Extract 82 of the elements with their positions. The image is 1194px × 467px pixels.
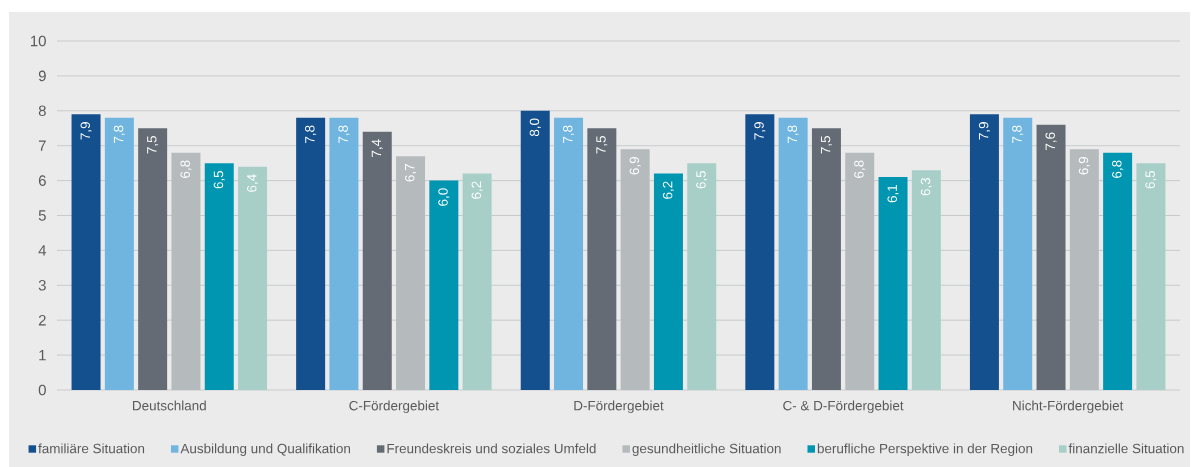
bar: [745, 114, 775, 390]
data-label: 7,8: [113, 125, 125, 143]
bar: [811, 128, 841, 390]
bar: [138, 128, 168, 390]
bar: [171, 152, 201, 390]
y-tick-label: 1: [39, 349, 46, 361]
bar: [911, 170, 941, 390]
bar: [687, 163, 717, 390]
x-tick-label: Nicht-Fördergebiet: [1013, 400, 1124, 414]
data-label: 7,9: [978, 122, 990, 140]
bar: [104, 117, 134, 390]
data-label: 7,8: [787, 125, 799, 143]
data-label: 7,6: [1045, 132, 1057, 150]
bar: [362, 131, 392, 390]
data-label: 6,8: [1112, 160, 1124, 178]
bar: [204, 163, 234, 390]
data-label: 6,8: [180, 160, 192, 178]
data-label: 7,9: [754, 122, 766, 140]
data-label: 6,5: [1145, 170, 1157, 189]
y-tick-label: 0: [38, 384, 46, 396]
bar: [587, 128, 617, 390]
bar: [969, 114, 999, 390]
bar: [429, 180, 459, 390]
y-tick-label: 10: [31, 35, 46, 47]
data-label: 6,9: [1078, 157, 1090, 175]
bar: [238, 166, 268, 390]
data-label: 6,2: [471, 181, 483, 199]
data-label: 6,0: [438, 188, 450, 206]
y-tick-label: 3: [38, 280, 46, 291]
legend-label: finanzielle Situation: [1068, 443, 1184, 454]
x-tick-label: C- & D-Fördergebiet: [783, 400, 904, 414]
data-label: 7,8: [1012, 125, 1024, 143]
data-label: 6,9: [629, 157, 641, 175]
data-label: 6,4: [246, 174, 259, 192]
bar: [845, 152, 875, 390]
bar: [1036, 124, 1066, 390]
data-label: 6,8: [854, 160, 866, 178]
y-tick-label: 8: [38, 105, 46, 117]
bar: [1003, 117, 1033, 390]
legend-label: familiäre Situation: [38, 443, 145, 454]
bar: [778, 117, 808, 390]
bar: [878, 177, 908, 390]
legend-label: Ausbildung und Qualifikation: [180, 443, 350, 456]
x-tick-label: D-Fördergebiet: [574, 400, 664, 414]
bar: [71, 114, 101, 390]
x-tick-label: Deutschland: [133, 400, 206, 411]
bar: [296, 117, 326, 390]
bar: [1136, 163, 1166, 390]
bar: [329, 117, 359, 390]
data-label: 6,5: [696, 170, 708, 189]
y-tick-label: 7: [38, 140, 46, 151]
data-label: 7,5: [820, 136, 832, 154]
legend-label: gesundheitliche Situation: [632, 443, 781, 456]
data-label: 7,4: [371, 139, 383, 157]
legend-label: Freundeskreis und soziales Umfeld: [387, 443, 596, 454]
y-tick-label: 2: [38, 314, 46, 326]
x-tick-label: C-Fördergebiet: [349, 400, 439, 414]
bar: [462, 173, 492, 390]
bar: [520, 110, 550, 390]
data-label: 7,8: [305, 125, 317, 143]
bar: [396, 156, 426, 390]
bar: [554, 117, 584, 390]
data-label: 7,9: [80, 122, 92, 140]
y-tick-label: 4: [38, 245, 47, 256]
y-tick-label: 6: [38, 175, 46, 186]
data-label: 7,5: [596, 136, 608, 154]
y-tick-label: 5: [38, 210, 46, 221]
legend-label: berufliche Perspektive in der Region: [817, 443, 1033, 456]
data-label: 7,8: [562, 125, 575, 143]
bar: [653, 173, 683, 390]
data-label: 6,1: [887, 184, 899, 203]
data-label: 6,2: [662, 181, 674, 199]
bar: [1103, 152, 1133, 390]
data-label: 7,5: [147, 136, 159, 154]
y-tick-label: 9: [38, 70, 46, 82]
bar: [620, 149, 650, 390]
bar: [1069, 149, 1099, 390]
data-label: 6,5: [213, 170, 225, 189]
data-label: 6,3: [920, 177, 932, 196]
data-label: 6,7: [404, 164, 417, 182]
data-label: 8,0: [529, 118, 541, 137]
data-label: 7,8: [338, 125, 350, 143]
